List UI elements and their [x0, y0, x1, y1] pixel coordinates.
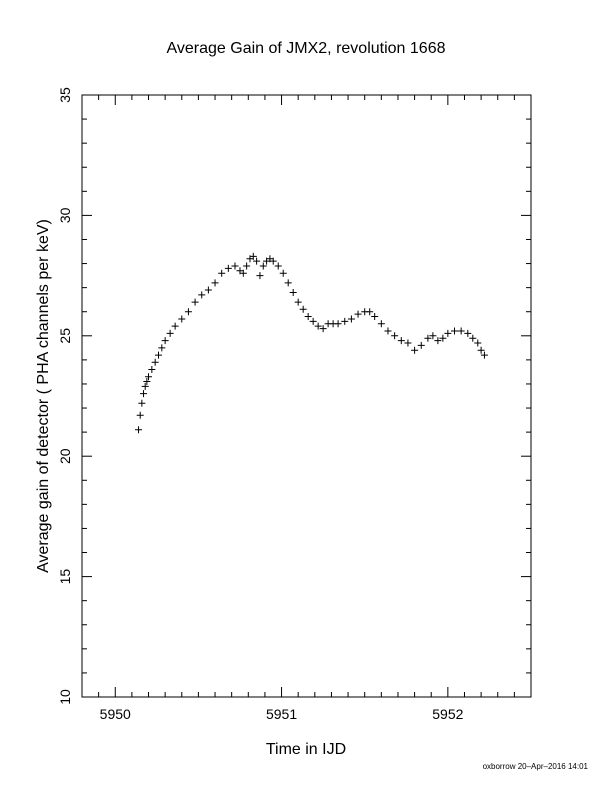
data-point [136, 411, 144, 419]
y-tick-label: 25 [57, 328, 73, 344]
data-point [269, 257, 277, 265]
data-point [218, 269, 226, 277]
data-point [256, 272, 264, 280]
data-point [171, 322, 179, 330]
data-point [231, 262, 239, 270]
y-tick-label: 30 [57, 207, 73, 223]
data-point [274, 262, 282, 270]
data-point [404, 339, 412, 347]
x-axis-label: Time in IJD [266, 741, 346, 758]
x-tick-label: 5951 [266, 706, 297, 722]
data-point [464, 329, 472, 337]
y-tick-label: 15 [57, 569, 73, 585]
data-point [211, 279, 219, 287]
data-point [384, 327, 392, 335]
data-point [304, 313, 312, 321]
data-point [354, 310, 362, 318]
data-point [135, 426, 143, 434]
data-point [371, 313, 379, 321]
chart-title: Average Gain of JMX2, revolution 1668 [167, 40, 446, 57]
data-point [138, 399, 146, 407]
data-points [135, 252, 488, 434]
data-point [243, 262, 251, 270]
data-point [417, 341, 425, 349]
plot-frame [81, 94, 532, 698]
data-point [314, 322, 322, 330]
data-point [424, 334, 432, 342]
data-point [439, 334, 447, 342]
data-point [224, 264, 232, 272]
data-point [191, 298, 199, 306]
x-tick-label: 5950 [100, 706, 131, 722]
data-point [284, 279, 292, 287]
x-tick-label: 5952 [432, 706, 463, 722]
data-point [397, 337, 405, 345]
data-point [341, 317, 349, 325]
y-tick-label: 20 [57, 448, 73, 464]
y-axis-label: Average gain of detector ( PHA channels … [35, 219, 52, 573]
data-point [151, 358, 159, 366]
data-point [477, 346, 485, 354]
data-point [184, 308, 192, 316]
data-point [279, 269, 287, 277]
data-point [145, 373, 153, 381]
data-point [154, 351, 162, 359]
data-point [140, 390, 148, 398]
data-point [411, 346, 419, 354]
data-point [451, 327, 459, 335]
tick-labels: 5950 5951 5952 10 15 20 25 30 35 [57, 87, 464, 722]
data-point [178, 315, 186, 323]
data-point [457, 327, 465, 335]
data-point [143, 378, 151, 386]
data-point [469, 334, 477, 342]
data-point [198, 291, 206, 299]
data-point [319, 325, 327, 333]
data-point [239, 269, 247, 277]
data-point [158, 344, 166, 352]
data-point [480, 351, 488, 359]
y-tick-label: 10 [57, 689, 73, 705]
data-point [166, 329, 174, 337]
data-point [259, 262, 267, 270]
data-point [366, 308, 374, 316]
data-point [204, 286, 212, 294]
data-point [474, 339, 482, 347]
data-point [391, 332, 399, 340]
data-point [429, 332, 437, 340]
data-point [334, 320, 342, 328]
axis-ticks [81, 94, 532, 698]
data-point [434, 337, 442, 345]
y-tick-label: 35 [57, 87, 73, 103]
data-point [161, 337, 169, 345]
data-point [444, 329, 452, 337]
data-point [148, 366, 156, 374]
data-point [249, 252, 257, 260]
footer-credit: oxborrow 20–Apr–2016 14:01 [483, 762, 589, 771]
data-point [377, 320, 385, 328]
data-point [253, 257, 261, 265]
data-point [141, 382, 149, 390]
data-point [294, 298, 302, 306]
data-point [309, 317, 317, 325]
data-point [289, 288, 297, 296]
data-point [347, 315, 355, 323]
data-point [299, 305, 307, 313]
